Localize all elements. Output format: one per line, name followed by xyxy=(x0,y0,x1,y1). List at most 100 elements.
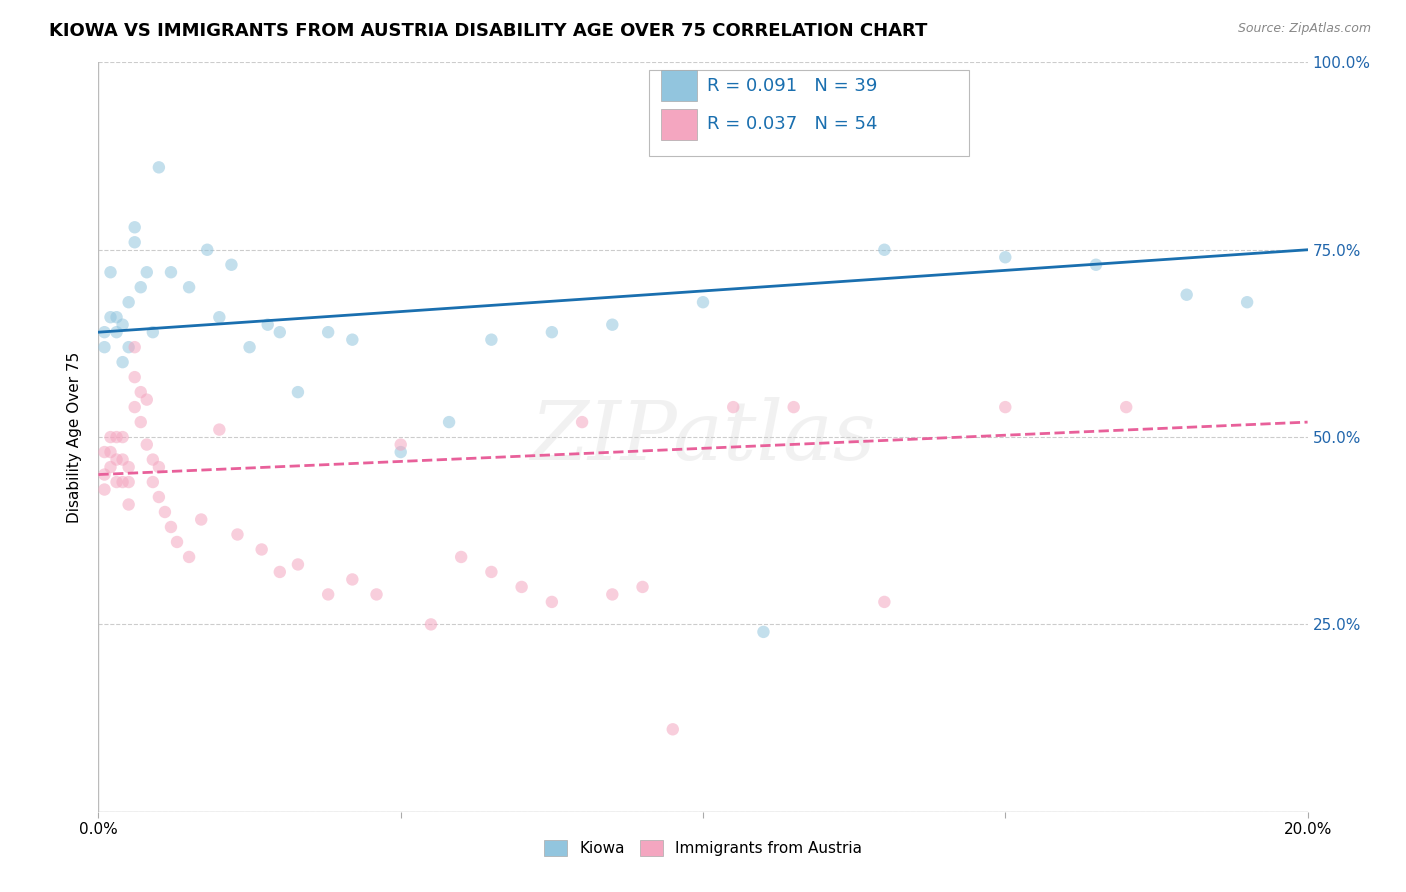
Point xyxy=(124,220,146,235)
Point xyxy=(195,243,218,257)
Point xyxy=(142,475,165,489)
Point xyxy=(160,265,183,279)
Point xyxy=(142,452,165,467)
Point xyxy=(118,498,141,512)
FancyBboxPatch shape xyxy=(648,70,969,156)
Point xyxy=(994,400,1017,414)
Point xyxy=(142,325,165,339)
Point xyxy=(111,430,134,444)
Point xyxy=(571,415,593,429)
FancyBboxPatch shape xyxy=(661,109,697,140)
Point xyxy=(93,467,115,482)
Point xyxy=(250,542,273,557)
Point xyxy=(366,587,388,601)
Point xyxy=(105,325,128,339)
Point xyxy=(129,280,152,294)
FancyBboxPatch shape xyxy=(661,70,697,102)
Point xyxy=(661,723,683,737)
Point xyxy=(1085,258,1108,272)
Point xyxy=(124,235,146,250)
Point xyxy=(1115,400,1137,414)
Point xyxy=(179,280,201,294)
Point xyxy=(100,310,122,325)
Point xyxy=(166,535,188,549)
Point xyxy=(129,385,152,400)
Point xyxy=(111,475,134,489)
Point xyxy=(540,325,562,339)
Point xyxy=(124,340,146,354)
Point xyxy=(342,573,364,587)
Legend: Kiowa, Immigrants from Austria: Kiowa, Immigrants from Austria xyxy=(536,833,870,864)
Point xyxy=(105,310,128,325)
Point xyxy=(105,475,128,489)
Text: R = 0.037   N = 54: R = 0.037 N = 54 xyxy=(707,115,877,134)
Point xyxy=(510,580,533,594)
Point xyxy=(160,520,183,534)
Point xyxy=(1236,295,1258,310)
Point xyxy=(342,333,364,347)
Point xyxy=(723,400,745,414)
Point xyxy=(111,355,134,369)
Point xyxy=(129,415,152,429)
Point xyxy=(540,595,562,609)
Point xyxy=(873,595,896,609)
Point xyxy=(420,617,443,632)
Point xyxy=(135,392,157,407)
Point xyxy=(118,460,141,475)
Point xyxy=(208,423,231,437)
Point xyxy=(148,161,170,175)
Point xyxy=(111,318,134,332)
Text: Source: ZipAtlas.com: Source: ZipAtlas.com xyxy=(1237,22,1371,36)
Point xyxy=(256,318,278,332)
Point xyxy=(221,258,243,272)
Point xyxy=(118,340,141,354)
Point xyxy=(752,624,775,639)
Point xyxy=(124,400,146,414)
Point xyxy=(389,445,412,459)
Point xyxy=(135,437,157,451)
Point xyxy=(100,265,122,279)
Point xyxy=(450,549,472,564)
Point xyxy=(1175,287,1198,301)
Point xyxy=(783,400,806,414)
Point xyxy=(873,243,896,257)
Point xyxy=(93,340,115,354)
Point xyxy=(602,587,624,601)
Point xyxy=(631,580,654,594)
Point xyxy=(239,340,262,354)
Point xyxy=(389,437,412,451)
Point xyxy=(481,565,503,579)
Point xyxy=(316,325,339,339)
Point xyxy=(111,452,134,467)
Point xyxy=(93,445,115,459)
Point xyxy=(118,295,141,310)
Point xyxy=(153,505,176,519)
Point xyxy=(135,265,157,279)
Point xyxy=(316,587,339,601)
Point xyxy=(105,452,128,467)
Point xyxy=(481,333,503,347)
Point xyxy=(226,527,249,541)
Point xyxy=(100,430,122,444)
Point xyxy=(100,445,122,459)
Text: KIOWA VS IMMIGRANTS FROM AUSTRIA DISABILITY AGE OVER 75 CORRELATION CHART: KIOWA VS IMMIGRANTS FROM AUSTRIA DISABIL… xyxy=(49,22,928,40)
Point xyxy=(208,310,231,325)
Point xyxy=(148,490,170,504)
Point xyxy=(190,512,212,526)
Point xyxy=(437,415,460,429)
Point xyxy=(93,325,115,339)
Point xyxy=(692,295,714,310)
Point xyxy=(269,565,291,579)
Point xyxy=(148,460,170,475)
Point xyxy=(179,549,201,564)
Text: ZIPatlas: ZIPatlas xyxy=(530,397,876,477)
Point xyxy=(93,483,115,497)
Point xyxy=(994,250,1017,264)
Point xyxy=(269,325,291,339)
Point xyxy=(124,370,146,384)
Point xyxy=(287,558,309,572)
Y-axis label: Disability Age Over 75: Disability Age Over 75 xyxy=(67,351,83,523)
Point xyxy=(100,460,122,475)
Point xyxy=(287,385,309,400)
Text: R = 0.091   N = 39: R = 0.091 N = 39 xyxy=(707,77,877,95)
